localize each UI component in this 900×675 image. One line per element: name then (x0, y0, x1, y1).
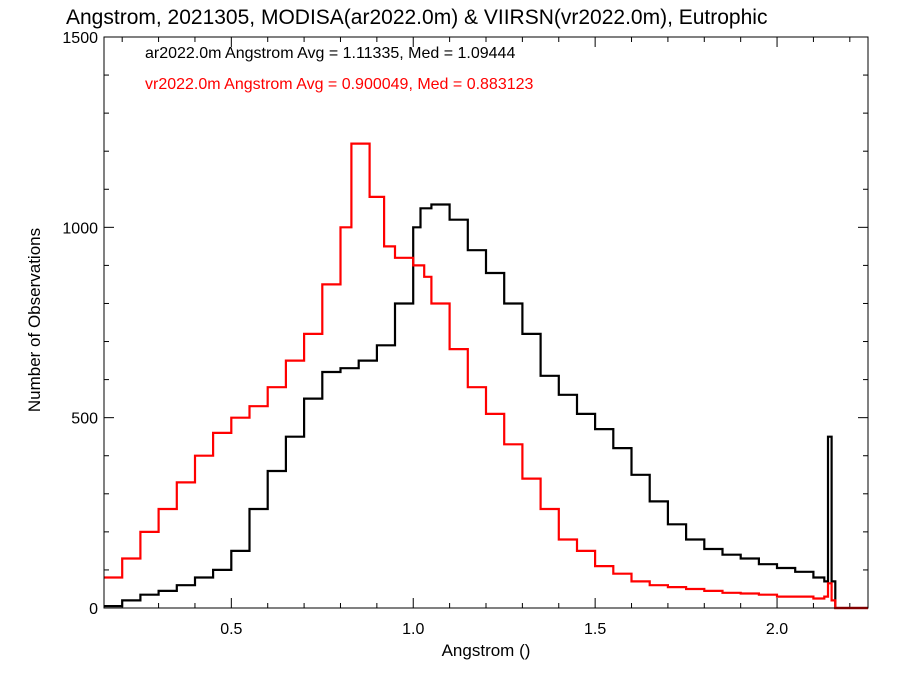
plot-frame (103, 36, 869, 609)
x-axis-label: Angstrom () (442, 641, 531, 660)
series-line-viirs (104, 142, 868, 610)
y-tick-label: 0 (89, 601, 98, 618)
y-axis-label: Number of Observations (25, 228, 44, 412)
chart-title: Angstrom, 2021305, MODISA(ar2022.0m) & V… (66, 6, 767, 29)
annotation-modisa-stats: ar2022.0m Angstrom Avg = 1.11335, Med = … (145, 45, 515, 62)
axis-ticks: 0.5 1.0 1.5 2.0 0 500 1000 1500 (62, 30, 868, 638)
annotation-viirs-stats: vr2022.0m Angstrom Avg = 0.900049, Med =… (145, 76, 534, 93)
y-tick-label: 500 (71, 411, 98, 428)
series-line-modisa (104, 203, 868, 610)
y-tick-label: 1000 (62, 220, 98, 237)
x-tick-label: 1.0 (402, 621, 424, 638)
data-series (104, 142, 868, 610)
x-tick-label: 2.0 (766, 621, 788, 638)
y-tick-label: 1500 (62, 30, 98, 47)
x-tick-label: 0.5 (220, 621, 242, 638)
x-tick-label: 1.5 (584, 621, 606, 638)
